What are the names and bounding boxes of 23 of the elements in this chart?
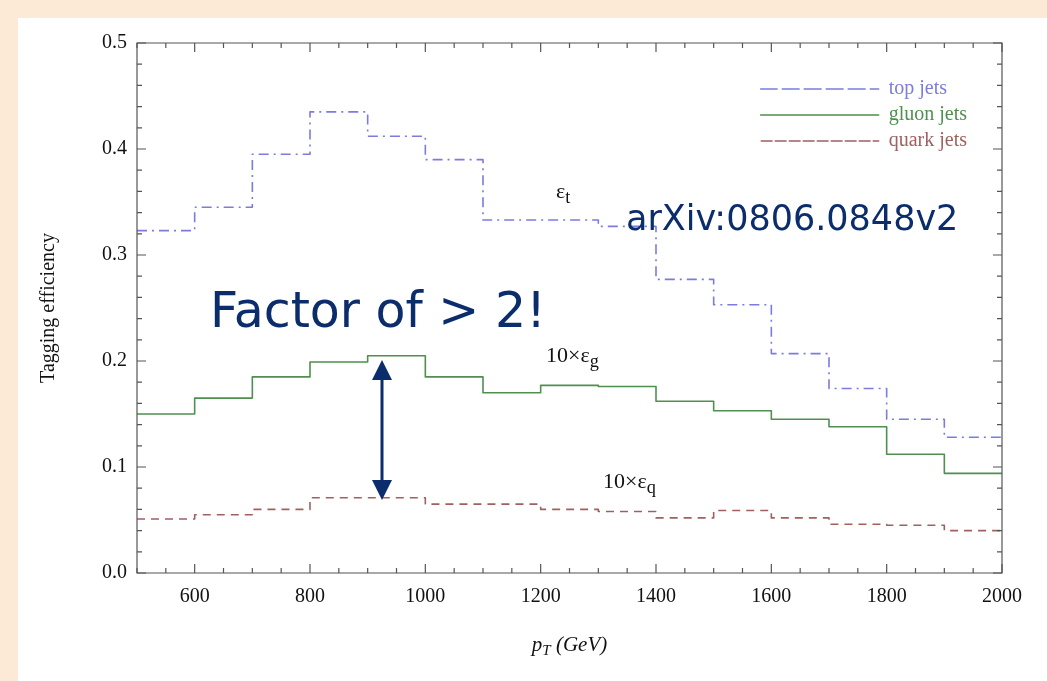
x-tick-label: 1200: [520, 584, 561, 607]
y-tick-label: 0.3: [102, 242, 127, 265]
annotation: arXiv:0806.0848v2: [626, 198, 959, 238]
y-tick-label: 0.2: [102, 348, 127, 371]
annotation: 10×ε$_{q}$: [603, 468, 656, 499]
text: gluon jets: [888, 102, 968, 126]
annotation: Factor of > 2!: [210, 282, 546, 339]
y-tick-label: 0.1: [102, 454, 127, 477]
x-tick-label: 1800: [866, 584, 907, 607]
x-tick-label: 600: [179, 584, 210, 607]
annotation: ε$_{t}$: [556, 178, 571, 209]
x-tick-label: 1400: [636, 584, 676, 607]
y-axis-title: Tagging efficiency: [36, 233, 60, 383]
x-tick-label: 1600: [751, 584, 792, 607]
y-tick-label: 0.0: [102, 560, 127, 583]
y-tick-label: 0.5: [102, 30, 127, 53]
annotation: 10×ε$_{g}$: [546, 342, 599, 373]
y-tick-label: 0.4: [102, 136, 127, 159]
x-tick-label: 1000: [405, 584, 446, 607]
x-tick-label: 2000: [982, 584, 1022, 607]
text: quark jets: [888, 128, 968, 152]
text: top jets: [888, 76, 948, 100]
x-tick-label: 800: [295, 584, 325, 607]
